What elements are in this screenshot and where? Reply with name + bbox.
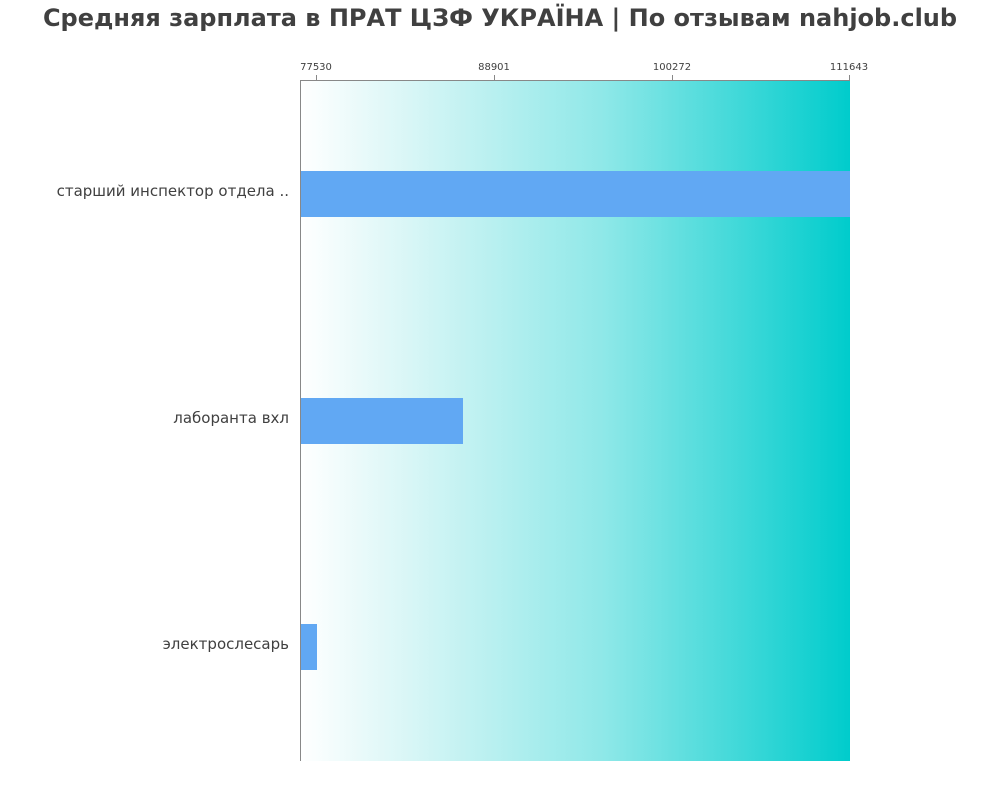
category-label: электрослесарь: [162, 635, 289, 653]
category-label: старший инспектор отдела ..: [56, 182, 289, 200]
x-tick-label: 88901: [478, 62, 510, 73]
category-label: лаборанта вхл: [173, 409, 289, 427]
x-tick-label: 111643: [829, 62, 869, 73]
x-tick-label: 77530: [300, 62, 332, 73]
bar-electrician: [301, 624, 317, 670]
y-axis-line: [300, 80, 301, 761]
x-tick: [849, 75, 850, 80]
chart-title: Средняя зарплата в ПРАТ ЦЗФ УКРАЇНА | По…: [42, 4, 958, 32]
bar-senior-inspector: [301, 171, 850, 217]
x-tick: [316, 75, 317, 80]
bar-lab-assistant: [301, 398, 463, 444]
x-tick: [494, 75, 495, 80]
x-tick-label: 100272: [652, 62, 692, 73]
x-tick: [672, 75, 673, 80]
x-axis-line: [300, 80, 850, 81]
